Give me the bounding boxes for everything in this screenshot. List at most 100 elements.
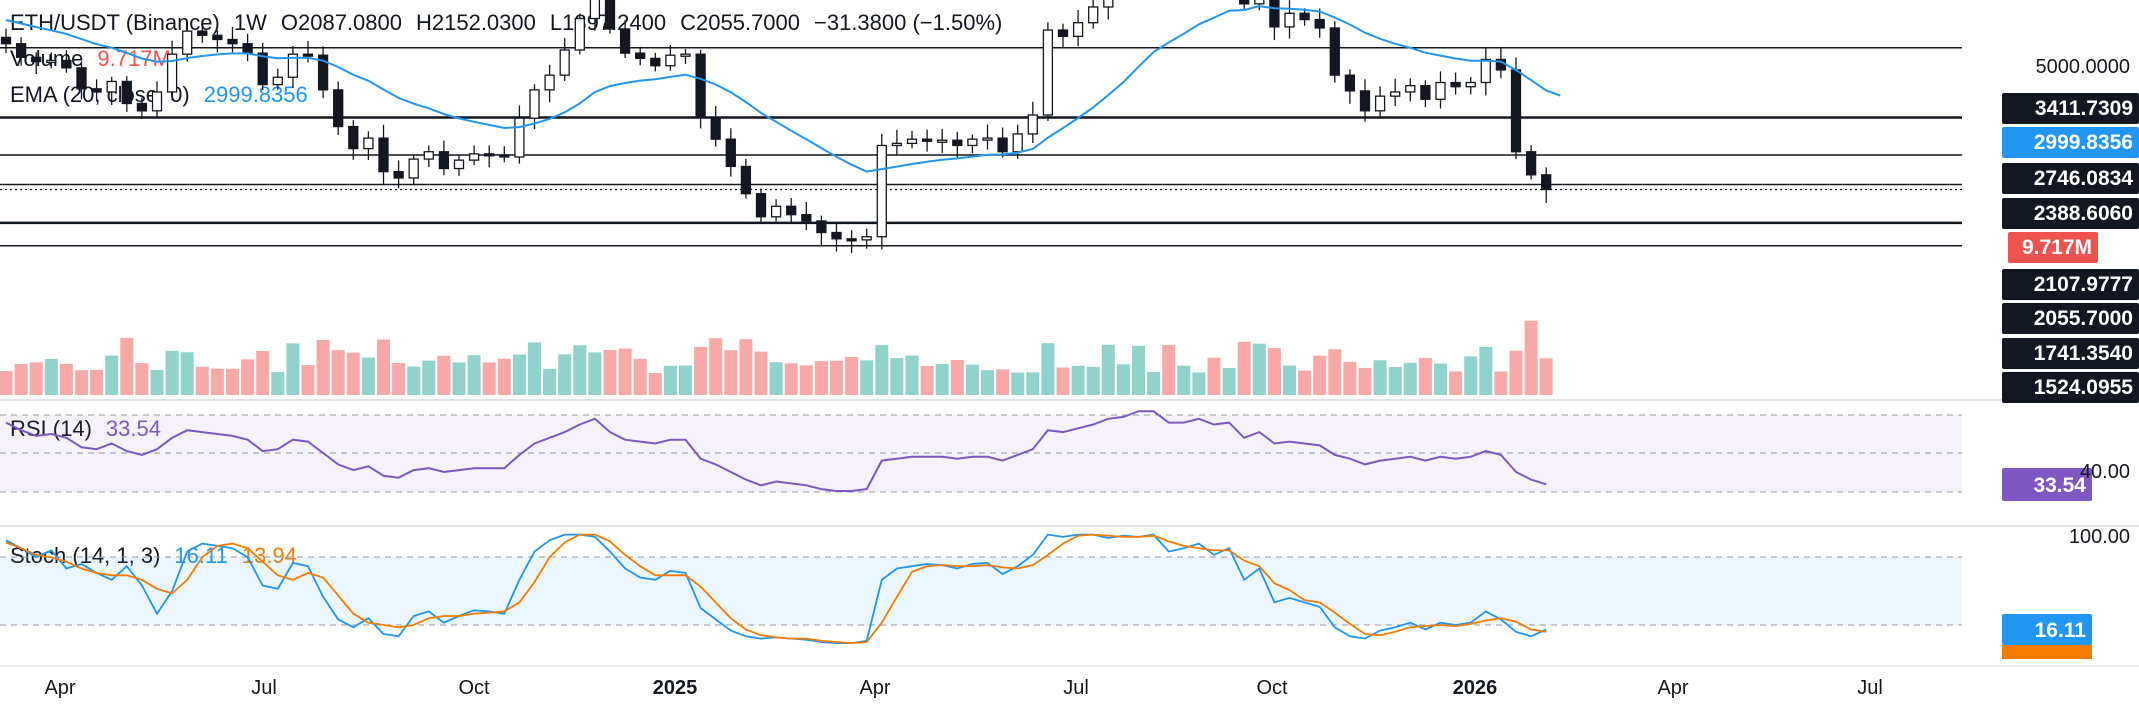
candle-body: [61, 59, 72, 69]
volume-bar: [1524, 320, 1538, 395]
rsi-label: RSI (14): [10, 416, 92, 441]
candle-body: [1480, 58, 1491, 84]
candle-body: [302, 53, 314, 57]
rsi-tag-label: 33.54: [2033, 474, 2086, 497]
volume-bar: [1222, 367, 1236, 395]
candle-body: [529, 89, 540, 119]
candle-body: [997, 137, 1008, 153]
volume-bar: [1313, 355, 1327, 395]
volume-bar: [1509, 350, 1523, 395]
ema-line: [5, 5, 1561, 173]
price-tag-label: 2055.7000: [2034, 307, 2133, 330]
volume-bar: [603, 349, 617, 395]
candle-body: [906, 138, 918, 145]
volume-bar: [633, 358, 647, 395]
volume-bar: [75, 370, 88, 395]
price-tag-label: 1524.0955: [2034, 376, 2134, 399]
volume-bar: [739, 339, 753, 395]
candle-body: [1072, 22, 1084, 38]
price-tag-box: [2002, 372, 2139, 403]
volume-bar: [165, 350, 179, 395]
time-axis-label: Jul: [1063, 677, 1089, 699]
volume-bar: [120, 337, 134, 395]
candle-body: [1465, 81, 1476, 88]
volume-bar: [301, 365, 315, 395]
volume-bar: [1071, 365, 1085, 395]
stoch-axis-top-label[interactable]: 100.00: [2069, 526, 2130, 548]
candle-body: [650, 57, 661, 67]
volume-bar: [331, 350, 345, 395]
volume-bar: [709, 338, 723, 395]
candle-body: [106, 80, 117, 93]
candle-body: [136, 102, 148, 112]
volume-bar: [377, 339, 390, 395]
volume-bar: [1041, 343, 1055, 395]
candle-body: [1103, 0, 1114, 8]
candle-body: [1012, 133, 1023, 153]
volume-bar: [996, 369, 1010, 395]
candle-body: [1435, 81, 1446, 100]
price-tag-label: 1741.3540: [2034, 342, 2133, 365]
candle-body: [725, 138, 736, 168]
candle-body: [1088, 6, 1099, 24]
candle-body: [468, 153, 480, 161]
volume-bar: [1464, 356, 1478, 395]
rsi-line: [5, 410, 1547, 492]
candle-body: [876, 144, 887, 238]
volume-bar: [935, 363, 949, 395]
stoch-k-tag-label: 16.11: [2035, 619, 2087, 642]
volume-bar: [845, 357, 859, 395]
volume-bar: [346, 352, 360, 395]
candle-body: [740, 165, 752, 195]
candle-body: [816, 220, 827, 234]
price-axis-top-label[interactable]: 5000.0000: [2035, 56, 2130, 78]
volume-bar: [981, 370, 994, 395]
high-value: H2152.0300: [415, 10, 536, 35]
volume-bar: [1358, 368, 1372, 395]
volume-bar: [271, 372, 285, 395]
volume-bar: [724, 350, 738, 395]
interval-label[interactable]: 1W: [233, 10, 267, 35]
candle-body: [1057, 29, 1069, 38]
rsi-axis-label[interactable]: 40.00: [2080, 461, 2130, 483]
candle-body: [31, 56, 42, 63]
candle-body: [46, 59, 57, 64]
price-tag-box: [2002, 303, 2139, 334]
candle-body: [182, 30, 193, 55]
candle-body: [333, 89, 344, 128]
candle-body: [166, 53, 178, 93]
legend-volume[interactable]: Volume 9.717M: [10, 46, 185, 72]
volume-bar: [59, 364, 73, 395]
price-tag-label: 2746.0834: [2034, 167, 2134, 190]
price-tag-label: 2999.8356: [2034, 131, 2133, 154]
volume-bar: [1132, 345, 1145, 395]
candle-body: [755, 193, 767, 218]
volume-bar: [407, 366, 421, 395]
volume-bar: [361, 357, 375, 395]
volume-bar: [860, 360, 874, 395]
time-axis-label: Apr: [859, 677, 890, 699]
candle-body: [499, 154, 510, 158]
legend-rsi[interactable]: RSI (14) 33.54: [10, 416, 175, 442]
candle-body: [574, 17, 585, 51]
volume-bar: [482, 362, 496, 395]
volume-bar: [528, 342, 541, 395]
volume-bar: [241, 359, 255, 395]
volume-bar: [558, 354, 572, 395]
price-tag-label: 2388.6060: [2034, 202, 2133, 225]
volume-bar: [1147, 371, 1161, 395]
volume-bar: [512, 354, 526, 395]
price-tag-label: 3411.7309: [2035, 97, 2133, 120]
volume-bar: [799, 365, 813, 395]
candle-body: [831, 231, 842, 240]
price-tag-label: 9.717M: [2022, 236, 2092, 259]
candle-body: [710, 116, 721, 140]
volume-bar: [90, 369, 104, 395]
volume-bar: [694, 346, 708, 395]
candle-body: [242, 43, 253, 54]
stoch-d-line: [5, 533, 1547, 645]
change-value: −31.3800 (−1.50%): [814, 10, 1003, 35]
candle-body: [1314, 18, 1325, 29]
volume-bar: [29, 362, 43, 395]
